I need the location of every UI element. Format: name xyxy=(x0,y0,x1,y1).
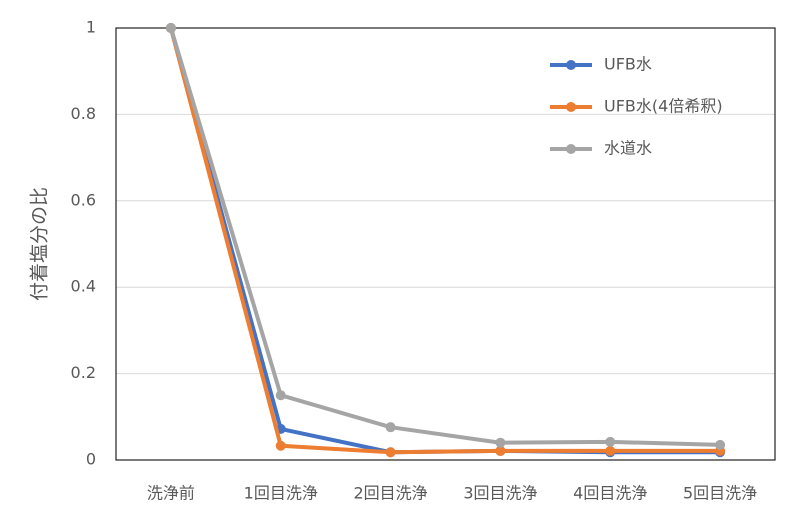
x-tick-label: 3回目洗浄 xyxy=(463,484,537,503)
y-axis-label: 付着塩分の比 xyxy=(29,187,51,301)
y-tick-label: 1 xyxy=(86,18,96,37)
point xyxy=(605,436,616,447)
y-tick-label: 0.4 xyxy=(71,277,96,296)
x-tick-label: 4回目洗浄 xyxy=(573,484,647,503)
y-tick-label: 0.2 xyxy=(71,363,96,382)
plot-frame xyxy=(115,27,776,461)
y-tick-label: 0.6 xyxy=(71,190,96,209)
point xyxy=(275,390,286,401)
legend-label: UFB水 xyxy=(604,55,652,74)
point xyxy=(165,23,176,33)
legend-label: UFB水(4倍希釈) xyxy=(604,97,723,116)
point xyxy=(495,437,506,448)
point xyxy=(715,439,726,450)
x-tick-label: 2回目洗浄 xyxy=(353,484,427,503)
point xyxy=(275,440,286,451)
series-line xyxy=(169,27,721,447)
legend-marker xyxy=(566,144,576,154)
x-tick-label: 1回目洗浄 xyxy=(244,484,318,503)
point xyxy=(605,445,616,456)
point xyxy=(495,445,506,456)
legend-marker xyxy=(566,60,576,70)
x-tick-label: 洗浄前 xyxy=(147,484,195,503)
legend-label: 水道水 xyxy=(604,139,652,158)
y-tick-label: 0 xyxy=(86,450,96,469)
point xyxy=(385,422,396,433)
point xyxy=(385,447,396,458)
series-line xyxy=(168,27,721,455)
x-tick-label: 5回目洗浄 xyxy=(683,484,757,503)
legend-marker xyxy=(566,102,576,112)
y-tick-label: 0.8 xyxy=(71,104,96,123)
